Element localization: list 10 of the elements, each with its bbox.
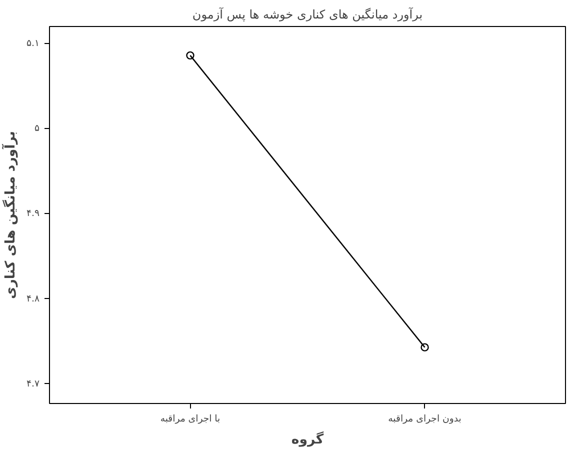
y-tick-label: ۴.۹ — [26, 208, 40, 220]
x-axis-title: گروه — [291, 430, 324, 448]
y-tick-label: ۴.۸ — [26, 293, 40, 304]
y-tick-label: ۴.۷ — [26, 378, 40, 390]
chart-title: برآورد میانگین های کناری خوشه ها پس آزمون — [192, 6, 423, 22]
x-tick-label: بدون اجرای مراقبه — [388, 414, 462, 424]
y-tick-label: ۵ — [34, 123, 40, 134]
x-tick-label: با اجرای مراقبه — [160, 414, 220, 424]
y-axis-title: برآورد میانگین های کناری — [2, 130, 19, 300]
y-tick-label: ۵.۱ — [26, 38, 40, 50]
